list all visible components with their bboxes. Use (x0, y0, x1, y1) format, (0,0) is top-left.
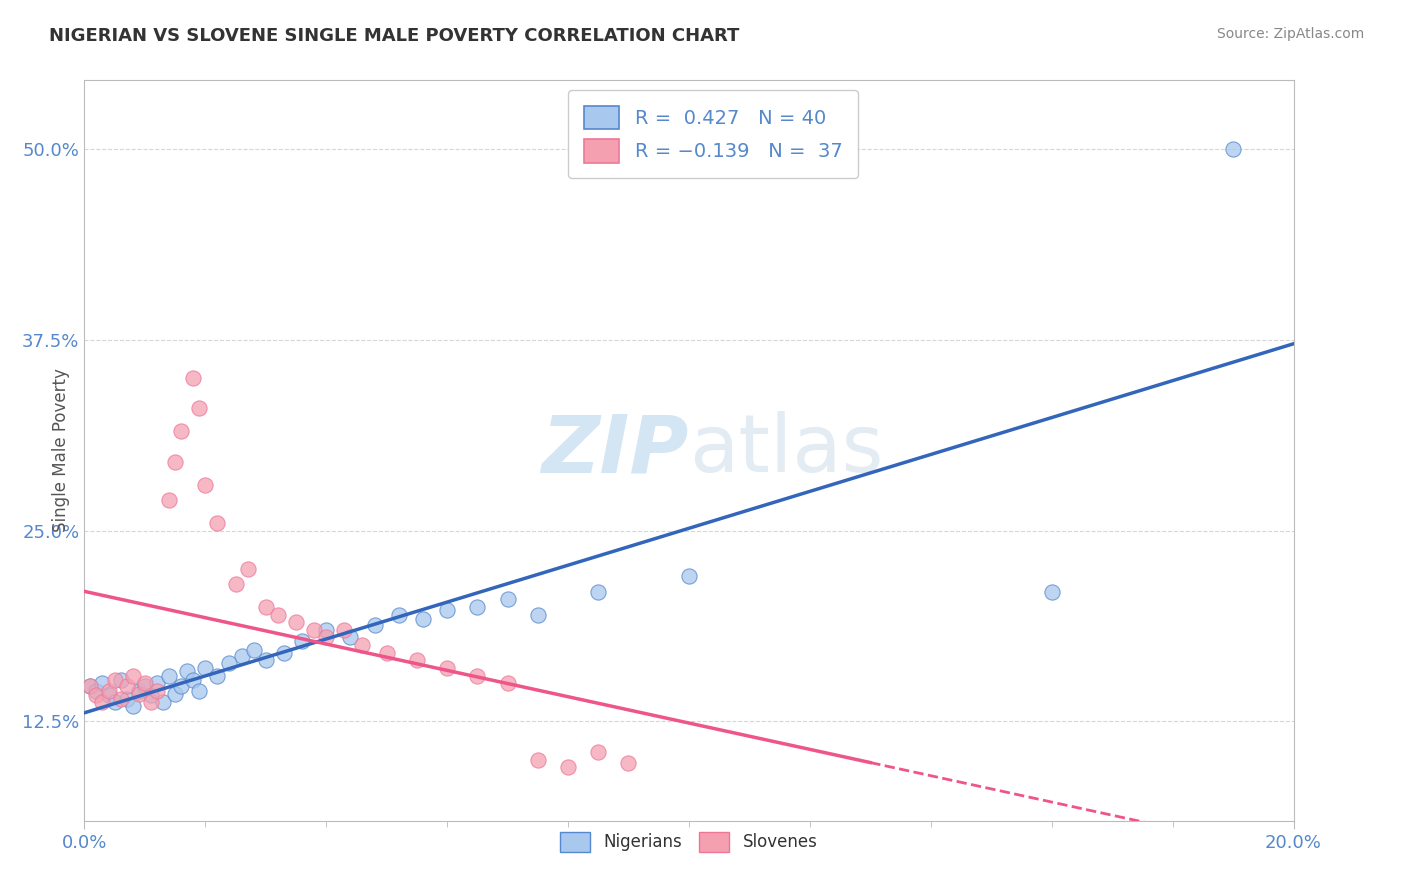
Y-axis label: Single Male Poverty: Single Male Poverty (52, 368, 70, 533)
Point (104, 673, 127, 688)
Point (527, 607, 550, 622)
Point (86, 689, 108, 703)
Point (170, 679, 193, 693)
Point (375, 646, 398, 660)
Point (165, 455, 187, 469)
Point (273, 646, 295, 660)
Point (188, 401, 211, 416)
Point (406, 653, 429, 667)
Text: NIGERIAN VS SLOVENE SINGLE MALE POVERTY CORRELATION CHART: NIGERIAN VS SLOVENE SINGLE MALE POVERTY … (49, 27, 740, 45)
Point (617, 756, 640, 770)
Point (436, 661, 458, 675)
Point (121, 699, 143, 714)
Point (363, 618, 385, 632)
Point (170, 425, 193, 439)
Point (218, 657, 240, 671)
Point (128, 687, 150, 701)
Point (1040, 584, 1063, 599)
Point (97, 689, 120, 703)
Point (436, 603, 458, 617)
Point (496, 592, 519, 607)
Point (176, 664, 198, 678)
Point (267, 607, 290, 622)
Point (194, 661, 217, 675)
Point (315, 631, 337, 645)
Point (91, 695, 114, 709)
Point (388, 607, 411, 622)
Point (110, 691, 132, 706)
Text: Source: ZipAtlas.com: Source: ZipAtlas.com (1216, 27, 1364, 41)
Point (412, 612, 434, 626)
Point (188, 684, 211, 698)
Point (527, 753, 550, 767)
Point (285, 615, 308, 630)
Point (146, 684, 169, 698)
Point (678, 569, 700, 583)
Point (557, 760, 579, 774)
Point (139, 695, 162, 709)
Point (121, 668, 143, 682)
Point (207, 668, 229, 682)
Point (225, 577, 247, 591)
Point (194, 478, 217, 492)
Point (352, 638, 374, 652)
Point (207, 516, 229, 530)
Point (181, 371, 204, 385)
Point (236, 562, 259, 576)
Point (157, 668, 180, 682)
Text: atlas: atlas (689, 411, 883, 490)
Point (302, 623, 325, 637)
Point (333, 623, 356, 637)
Point (139, 689, 162, 703)
Point (254, 653, 277, 667)
Point (146, 676, 169, 690)
Point (1222, 142, 1244, 156)
Point (467, 668, 489, 682)
Point (157, 493, 180, 508)
Point (110, 673, 132, 688)
Point (588, 584, 610, 599)
Point (242, 642, 264, 657)
Point (152, 695, 174, 709)
Point (79, 679, 101, 693)
Text: ZIP: ZIP (541, 411, 689, 490)
Point (181, 673, 204, 688)
Point (315, 623, 337, 637)
Point (231, 648, 253, 663)
Point (115, 691, 138, 706)
Point (104, 695, 127, 709)
Point (79, 679, 101, 693)
Point (134, 676, 156, 690)
Point (165, 687, 187, 701)
Point (115, 679, 138, 693)
Point (128, 684, 150, 698)
Point (86, 684, 108, 698)
Point (291, 633, 314, 648)
Legend: Nigerians, Slovenes: Nigerians, Slovenes (553, 823, 825, 861)
Point (339, 631, 361, 645)
Point (91, 676, 114, 690)
Point (588, 745, 610, 759)
Point (467, 599, 489, 614)
Point (134, 679, 156, 693)
Point (254, 599, 277, 614)
Point (496, 676, 519, 690)
Point (97, 684, 120, 698)
